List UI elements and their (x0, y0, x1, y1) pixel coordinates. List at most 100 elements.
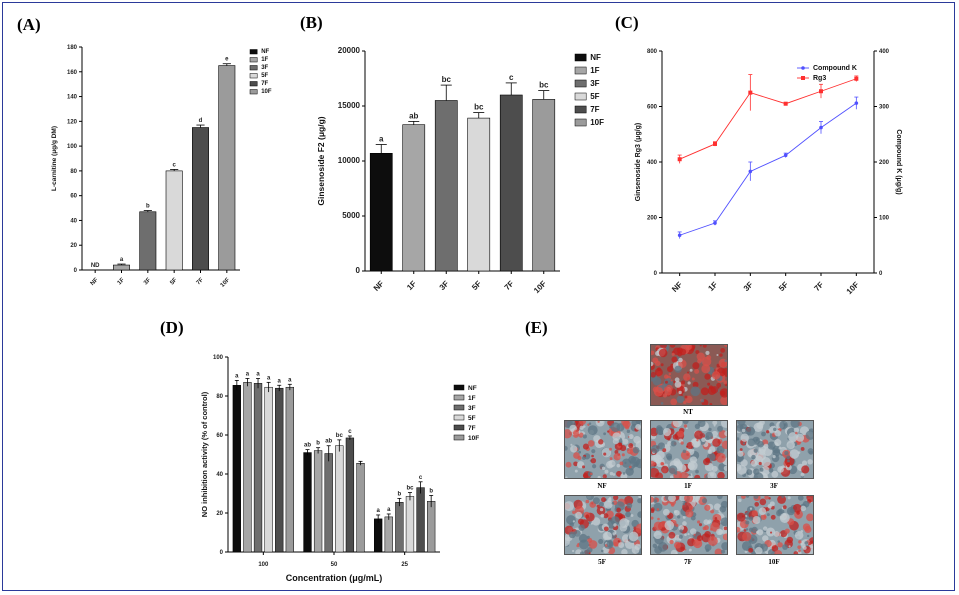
y-tick-label: 140 (67, 95, 78, 101)
significance-label-nf: ND (91, 263, 100, 269)
legend-swatch-nf (249, 49, 258, 55)
micrograph-texture (737, 496, 813, 554)
legend-swatch-5f (453, 414, 465, 421)
bar-1f (402, 124, 426, 272)
legend-swatch-1f (453, 394, 465, 401)
point-compound-k-5 (854, 101, 859, 105)
micrograph-5f (564, 495, 642, 555)
point-compound-k-4 (819, 125, 823, 130)
point-rg3-2 (748, 90, 753, 95)
point-compound-k-3 (783, 153, 788, 158)
bar-3f (434, 100, 458, 272)
x-tick-label-nf: NF (670, 280, 684, 294)
bar-7f (499, 94, 523, 272)
y-tick-label: 20000 (338, 46, 361, 55)
point-compound-k-2 (748, 169, 753, 174)
significance-label-7f-50: c (348, 429, 352, 435)
y-tick-label-right: 0 (879, 271, 883, 277)
y-tick-label: 180 (67, 45, 78, 51)
y-tick-label: 120 (67, 119, 78, 125)
series-line-compound-k (679, 102, 857, 236)
legend-label-10f: 10F (468, 435, 479, 442)
x-tick-label-7f: 7F (196, 277, 205, 286)
legend-label-compound-k: Compound K (813, 65, 857, 72)
legend-swatch-5f (574, 92, 587, 101)
significance-label-5f-100: a (267, 375, 271, 381)
legend-swatch-5f (249, 73, 258, 79)
micrograph-nf (564, 420, 642, 479)
legend-label-1f: 1F (590, 66, 599, 75)
x-tick-label-1f: 1F (117, 277, 126, 286)
micrograph-label-nt: NT (683, 408, 693, 416)
y-tick-label: 0 (220, 550, 224, 556)
significance-label-3f-25: b (398, 491, 402, 497)
point-compound-k-1 (713, 221, 717, 225)
legend-label-5f: 5F (590, 92, 599, 101)
x-tick-label-5f: 5F (470, 279, 483, 292)
y-tick-label: 10000 (338, 156, 361, 165)
legend-swatch-3f (574, 79, 587, 88)
y-tick-label-left: 600 (647, 105, 658, 111)
y-tick-label: 5000 (342, 211, 360, 220)
point-compound-k-0 (677, 233, 682, 238)
point-rg3-1 (713, 141, 717, 146)
x-tick-label-10f: 10F (845, 280, 861, 296)
legend-label-7f: 7F (468, 425, 476, 432)
y-tick-label-right: 200 (879, 160, 890, 166)
micrograph-nt (650, 344, 728, 406)
x-tick-label-5f: 5F (777, 280, 790, 293)
legend-label-3f: 3F (261, 65, 268, 71)
micrograph-1f (650, 420, 728, 479)
panel-label-b: (B) (300, 13, 323, 32)
bar-3f-50 (324, 453, 333, 553)
bar-nf-25 (374, 518, 383, 553)
significance-label-3f-50: ab (325, 439, 332, 445)
x-tick-label-3f: 3F (742, 280, 755, 293)
bar-1f-25 (384, 516, 393, 553)
y-tick-label: 60 (216, 433, 223, 439)
y-tick-label-right: 100 (879, 216, 890, 222)
y-tick-label: 60 (70, 194, 77, 200)
y-tick-label: 100 (213, 355, 224, 361)
y-tick-label: 20 (70, 243, 77, 249)
panel-label-d: (D) (160, 318, 184, 337)
legend-label-1f: 1F (468, 395, 476, 402)
micrograph-texture (737, 421, 813, 478)
significance-label-5f: bc (474, 103, 484, 112)
significance-label-5f-50: bc (336, 433, 344, 439)
micrograph-label-10f: 10F (768, 558, 780, 566)
y-axis-label: L-carnitine (μg/g DM) (51, 126, 58, 191)
x-tick-label-nf: NF (372, 279, 386, 293)
micrograph-label-7f: 7F (684, 558, 692, 566)
legend-label-rg3: Rg3 (813, 75, 826, 82)
legend-swatch-1f (574, 66, 587, 75)
bar-5f (165, 170, 183, 271)
y-tick-label: 20 (216, 511, 223, 517)
x-tick-label-10f: 10F (532, 279, 548, 295)
micrograph-label-3f: 3F (770, 482, 778, 490)
bar-7f-25 (416, 487, 425, 553)
significance-label-7f: c (509, 73, 514, 82)
y-tick-label-right: 300 (879, 105, 890, 111)
legend-swatch-10f (574, 118, 587, 127)
x-tick-label-25: 25 (401, 562, 408, 568)
significance-label-1f-50: b (316, 441, 320, 447)
panel-label-a: (A) (17, 15, 41, 34)
point-rg3-0 (677, 157, 682, 162)
series-line-rg3 (679, 78, 857, 160)
micrograph-texture (651, 421, 727, 478)
bar-10f (218, 65, 236, 271)
point-rg3-3 (783, 101, 788, 106)
bar-1f-50 (313, 450, 323, 553)
legend-label-7f: 7F (261, 81, 268, 87)
micrograph-texture (651, 496, 727, 554)
x-tick-label-7f: 7F (812, 280, 825, 293)
bar-5f-50 (335, 445, 344, 553)
legend-swatch-nf (574, 53, 587, 62)
legend-label-nf: NF (468, 385, 477, 392)
y-tick-label: 100 (67, 144, 78, 150)
y-axis-label-left: Ginsenoside Rg3 (μg/g) (635, 123, 642, 202)
micrograph-7f (650, 495, 728, 555)
legend-label-5f: 5F (468, 415, 476, 422)
